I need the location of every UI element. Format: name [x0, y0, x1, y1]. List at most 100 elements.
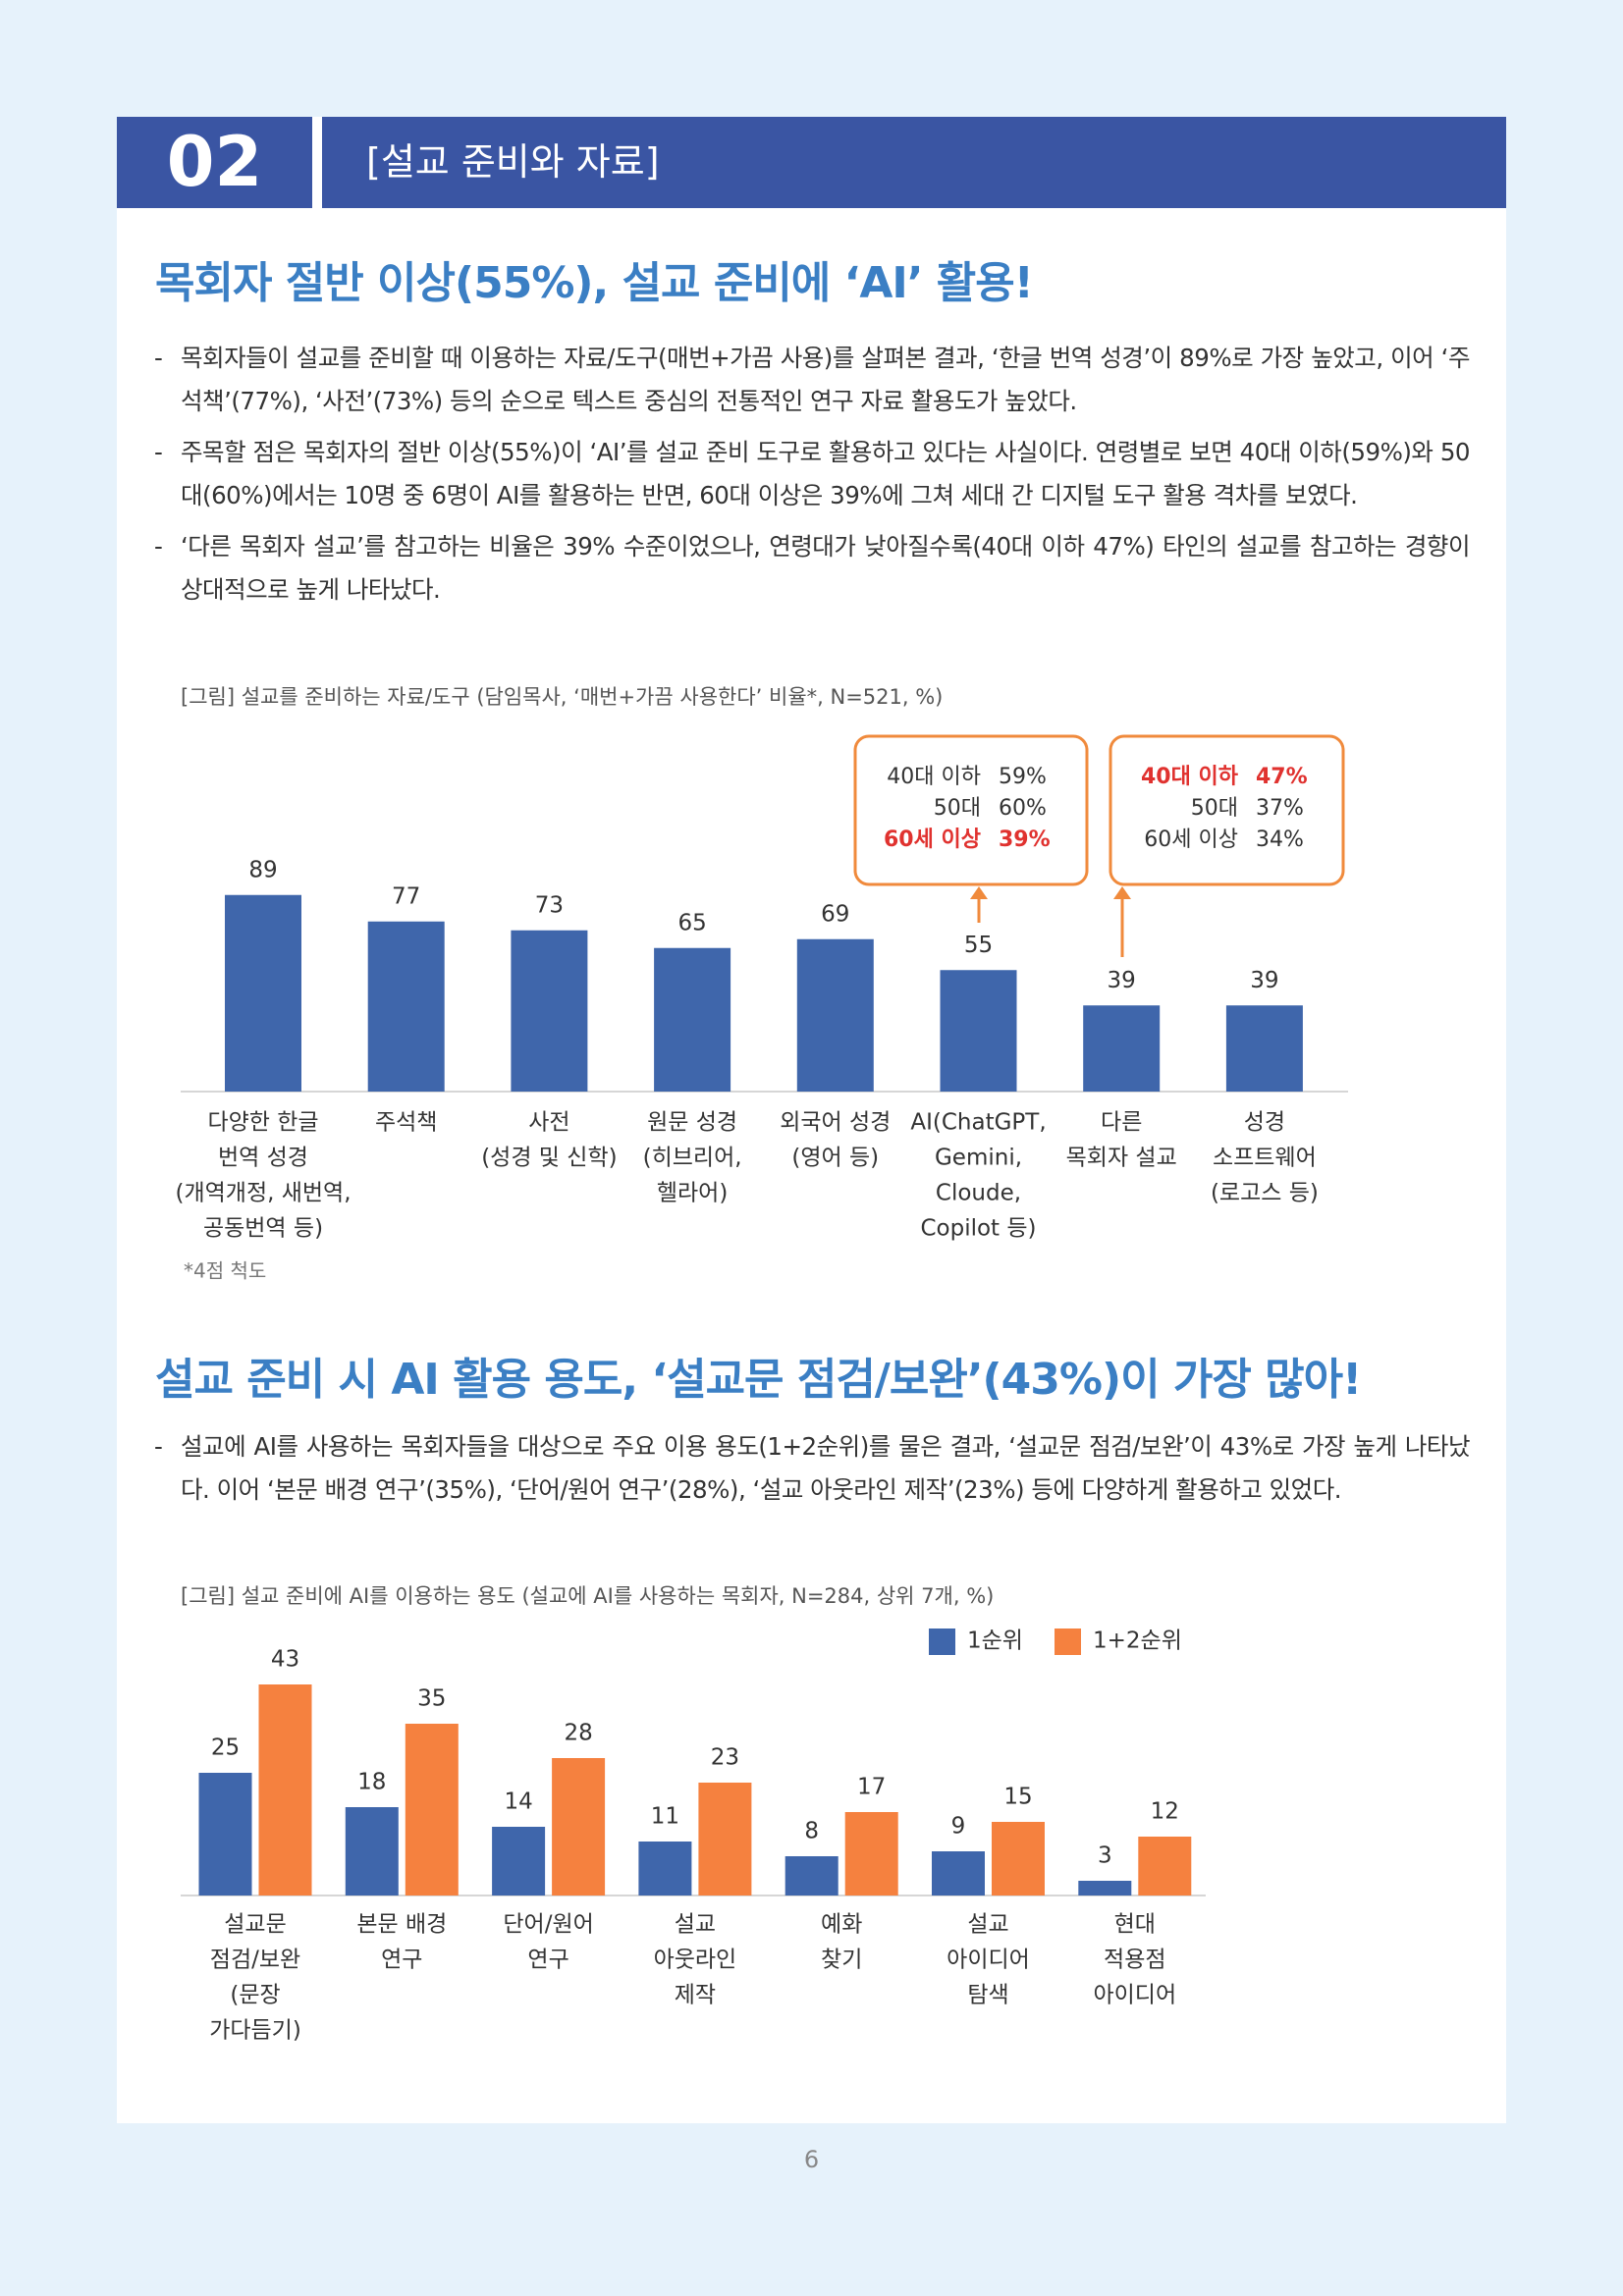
bar [345, 1807, 399, 1896]
callout-arrowhead [1113, 886, 1131, 899]
value-label: 18 [357, 1770, 386, 1795]
category-label: (히브리어, [643, 1146, 742, 1171]
bar [367, 921, 445, 1092]
category-label: 헬라어) [657, 1181, 728, 1206]
category-label: 적용점 [1104, 1948, 1165, 1973]
category-label: 예화 [821, 1912, 862, 1938]
category-label: 단어/원어 [503, 1912, 593, 1938]
category-label: 점검/보완 [210, 1948, 300, 1973]
value-label: 23 [711, 1745, 739, 1771]
legend-label: 1순위 [967, 1629, 1023, 1654]
category-label: 본문 배경 [356, 1912, 447, 1938]
bar [654, 947, 731, 1092]
bullet: ‘다른 목회자 설교’를 참고하는 비율은 39% 수준이었으나, 연령대가 낮… [154, 525, 1471, 612]
callout-value: 34% [1256, 828, 1304, 852]
category-label: 가다듬기) [209, 2018, 301, 2044]
category-label: 소프트웨어 [1213, 1146, 1317, 1171]
bar [1083, 1005, 1161, 1092]
chart-caption: [그림] 설교를 준비하는 자료/도구 (담임목사, ‘매번+가끔 사용한다’ … [181, 685, 943, 709]
value-label: 25 [211, 1735, 240, 1761]
category-label: 성경 [1244, 1110, 1285, 1136]
category-label: AI(ChatGPT, [910, 1110, 1046, 1136]
callout-label: 60세 이상 [1144, 828, 1238, 852]
value-label: 17 [857, 1775, 886, 1800]
bar [698, 1783, 752, 1896]
category-label: (문장 [230, 1983, 280, 2008]
category-label: Cloude, [936, 1181, 1021, 1206]
value-label: 55 [964, 933, 993, 958]
value-label: 3 [1098, 1843, 1112, 1869]
value-label: 8 [804, 1819, 819, 1844]
callout-label: 60세 이상 [884, 828, 981, 852]
category-label: 아이디어 [947, 1948, 1030, 1973]
value-label: 39 [1250, 968, 1278, 993]
section-title: 설교 준비 시 AI 활용 용도, ‘설교문 점검/보완’(43%)이 가장 많… [155, 1355, 1362, 1405]
bar [1225, 1005, 1303, 1092]
bullet: 설교에 AI를 사용하는 목회자들을 대상으로 주요 이용 용도(1+2순위)를… [154, 1425, 1471, 1512]
value-label: 11 [651, 1804, 679, 1830]
legend-swatch [1055, 1629, 1081, 1655]
callout-value: 47% [1256, 765, 1308, 789]
callout-box [853, 734, 1089, 886]
bar [1138, 1837, 1192, 1896]
bar [225, 894, 301, 1092]
bar [784, 1856, 839, 1896]
value-label: 89 [248, 857, 277, 882]
category-label: 탐색 [967, 1983, 1008, 2008]
category-label: 주석책 [375, 1110, 437, 1136]
value-label: 12 [1151, 1799, 1179, 1825]
category-label: 제작 [675, 1983, 716, 2008]
category-label: 목회자 설교 [1066, 1146, 1177, 1171]
value-label: 15 [1003, 1785, 1032, 1810]
bullet: 주목할 점은 목회자의 절반 이상(55%)이 ‘AI’를 설교 준비 도구로 … [154, 431, 1471, 517]
category-label: 공동번역 등) [203, 1216, 323, 1242]
category-label: 원문 성경 [647, 1110, 737, 1136]
category-label: 아이디어 [1093, 1983, 1176, 2008]
value-label: 35 [417, 1686, 446, 1712]
bar [1078, 1881, 1132, 1896]
page-number: 6 [803, 2146, 820, 2173]
category-label: (성경 및 신학) [481, 1146, 617, 1171]
bar [932, 1851, 985, 1896]
category-label: 번역 성경 [218, 1146, 308, 1171]
category-label: 찾기 [821, 1948, 862, 1973]
bar [198, 1773, 252, 1896]
callout-label: 50대 [934, 796, 981, 821]
category-label: (영어 등) [791, 1146, 879, 1171]
value-label: 14 [504, 1789, 532, 1815]
section-title: 목회자 절반 이상(55%), 설교 준비에 ‘AI’ 활용! [155, 258, 1034, 308]
category-label: 외국어 성경 [780, 1110, 891, 1136]
callout-label: 40대 이하 [1141, 765, 1239, 789]
value-label: 73 [535, 892, 564, 918]
category-label: 설교 [675, 1912, 716, 1938]
bar [492, 1827, 546, 1896]
value-label: 77 [392, 883, 420, 909]
bar [638, 1842, 692, 1896]
callout-value: 37% [1256, 796, 1304, 821]
callout-value: 59% [999, 765, 1047, 789]
category-label: Copilot 등) [920, 1216, 1036, 1242]
footnote: *4점 척도 [184, 1259, 266, 1283]
header-bar: [설교 준비와 자료] [322, 117, 1506, 208]
category-label: 다른 [1101, 1110, 1142, 1136]
category-label: (개역개정, 새번역, [175, 1181, 351, 1206]
value-label: 65 [677, 910, 706, 935]
value-label: 39 [1108, 968, 1136, 993]
bar [796, 938, 874, 1092]
category-label: 연구 [527, 1948, 568, 1973]
category-label: 설교 [967, 1912, 1008, 1938]
bullet-list: 설교에 AI를 사용하는 목회자들을 대상으로 주요 이용 용도(1+2순위)를… [154, 1425, 1471, 1520]
header-title: [설교 준비와 자료] [366, 140, 660, 184]
chart-caption: [그림] 설교 준비에 AI를 이용하는 용도 (설교에 AI를 사용하는 목회… [181, 1584, 994, 1608]
category-label: 설교문 [224, 1912, 286, 1938]
value-label: 28 [564, 1721, 592, 1746]
callout-label: 50대 [1191, 796, 1238, 821]
bar [405, 1724, 459, 1896]
callout-box [1109, 734, 1345, 886]
category-label: (로고스 등) [1211, 1181, 1319, 1206]
bar [258, 1684, 312, 1896]
value-label: 43 [271, 1647, 299, 1673]
callout-value: 60% [999, 796, 1047, 821]
callout-value: 39% [999, 828, 1051, 852]
